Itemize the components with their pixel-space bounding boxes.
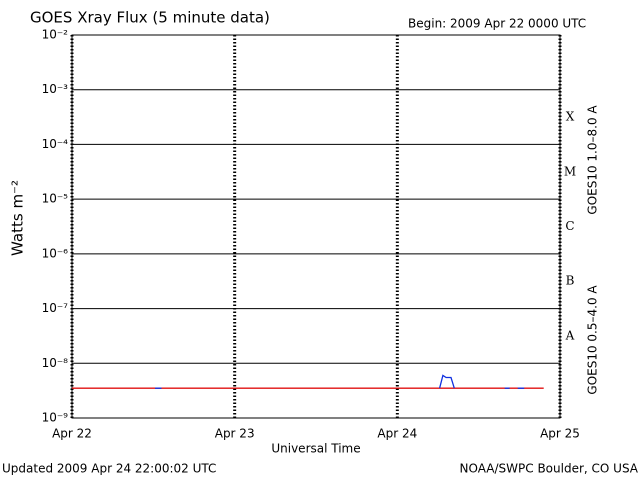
x-tick-label: Apr 25 xyxy=(540,427,580,441)
y-tick-label: 10⁻⁵ xyxy=(42,192,69,206)
flare-class: B xyxy=(566,274,575,288)
flare-class: X xyxy=(566,110,575,124)
y-tick-label: 10⁻⁷ xyxy=(42,301,69,315)
series-line xyxy=(155,374,525,389)
y-tick-label: 10⁻³ xyxy=(42,82,69,96)
x-tick-label: Apr 23 xyxy=(215,427,255,441)
y-tick-label: 10⁻⁸ xyxy=(42,356,69,370)
chart-title: GOES Xray Flux (5 minute data) xyxy=(30,9,270,27)
y-tick-label: 10⁻⁴ xyxy=(42,137,69,151)
legend-entry: GOES10 0.5–4.0 A xyxy=(586,285,600,395)
x-tick-label: Apr 24 xyxy=(377,427,417,441)
legend-entry: GOES10 1.0–8.0 A xyxy=(586,105,600,215)
y-tick-label: 10⁻⁶ xyxy=(42,246,69,260)
subtitle: Begin: 2009 Apr 22 0000 UTC xyxy=(408,17,586,31)
y-tick-label: 10⁻² xyxy=(42,28,69,42)
plot-frame xyxy=(71,34,561,419)
x-tick-label: Apr 22 xyxy=(52,427,92,441)
flare-class: A xyxy=(565,328,575,342)
flare-class: C xyxy=(565,219,574,233)
y-tick-label: 10⁻⁹ xyxy=(42,411,69,425)
footer-left: Updated 2009 Apr 24 22:00:02 UTC xyxy=(2,462,216,476)
y-axis-label: Watts m⁻² xyxy=(9,180,27,256)
footer-right: NOAA/SWPC Boulder, CO USA xyxy=(460,462,639,476)
flare-class: M xyxy=(564,164,576,178)
x-axis-label: Universal Time xyxy=(271,442,360,456)
